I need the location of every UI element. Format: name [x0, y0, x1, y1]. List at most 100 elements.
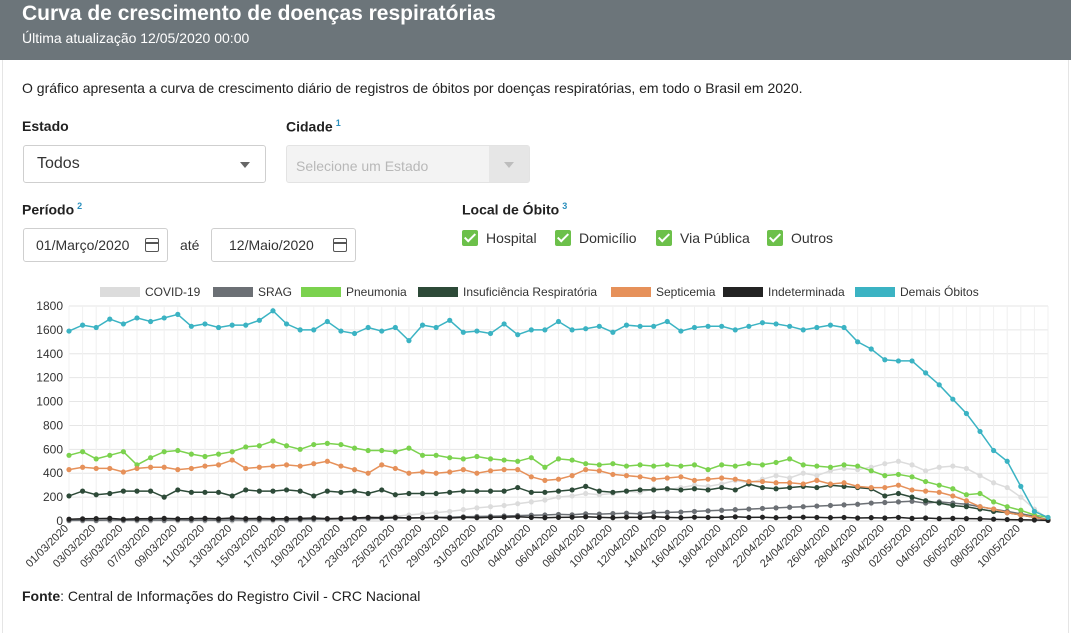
date-from-input[interactable]: 01/Março/2020	[23, 228, 168, 262]
data-point	[773, 486, 779, 492]
data-point	[895, 499, 902, 505]
data-point	[215, 324, 222, 331]
data-point	[732, 507, 738, 513]
cidade-select[interactable]: Selecione um Estado	[286, 145, 530, 183]
data-point	[583, 467, 589, 473]
data-point	[855, 467, 861, 473]
data-point	[134, 516, 140, 522]
data-point	[746, 461, 752, 467]
data-point	[1031, 508, 1038, 515]
data-point	[732, 327, 738, 333]
data-point	[283, 516, 290, 522]
data-point	[800, 327, 806, 333]
data-point	[406, 445, 412, 451]
data-point	[555, 476, 562, 482]
data-point	[175, 447, 181, 454]
date-from-value: 01/Março/2020	[36, 237, 130, 253]
data-point	[515, 484, 521, 491]
data-point	[705, 514, 711, 521]
data-point	[800, 514, 806, 520]
data-point	[623, 463, 630, 469]
data-point	[637, 487, 643, 493]
last-updated: Última atualização 12/05/2020 00:00	[22, 30, 250, 46]
data-point	[175, 467, 181, 473]
data-point	[107, 465, 113, 472]
data-point	[447, 508, 453, 515]
data-point	[243, 516, 249, 522]
data-point	[392, 449, 398, 455]
data-point	[868, 468, 874, 474]
data-point	[814, 473, 820, 479]
data-point	[664, 318, 670, 325]
data-point	[664, 475, 670, 481]
data-point	[882, 499, 888, 506]
checkbox-hospital-label: Hospital	[486, 230, 537, 246]
legend-label: COVID-19	[145, 285, 201, 299]
y-tick-label: 0	[56, 514, 63, 528]
periodo-label: Período 2	[22, 201, 83, 218]
data-point	[515, 467, 521, 473]
data-point	[134, 488, 140, 494]
data-point	[161, 449, 167, 455]
data-point	[909, 498, 915, 504]
data-point	[392, 492, 398, 498]
date-to-input[interactable]: 12/Maio/2020	[211, 228, 356, 262]
data-point	[188, 516, 194, 522]
data-point	[855, 515, 861, 521]
data-point	[487, 456, 494, 462]
data-point	[787, 504, 793, 510]
data-point	[841, 514, 847, 521]
data-point	[651, 476, 657, 482]
data-point	[515, 514, 521, 520]
data-point	[229, 449, 235, 455]
estado-select[interactable]: Todos	[23, 145, 266, 183]
data-point	[447, 469, 453, 475]
checkmark-icon	[462, 230, 478, 246]
data-point	[691, 486, 698, 492]
data-point	[664, 514, 670, 521]
data-point	[610, 461, 616, 467]
data-point	[678, 474, 684, 480]
data-point	[963, 410, 970, 417]
checkmark-icon	[555, 230, 571, 246]
data-point	[814, 477, 820, 483]
data-point	[297, 463, 303, 469]
data-point	[950, 396, 956, 402]
data-point	[351, 467, 358, 473]
data-point	[120, 516, 126, 522]
data-point	[732, 463, 738, 469]
calendar-icon[interactable]	[333, 238, 347, 252]
calendar-icon[interactable]	[145, 238, 159, 252]
data-point	[610, 489, 616, 495]
data-point	[719, 323, 725, 329]
data-point	[610, 471, 616, 478]
data-point	[773, 321, 779, 327]
legend-swatch	[723, 287, 763, 297]
data-point	[950, 515, 956, 521]
data-point	[243, 322, 249, 328]
estado-label: Estado	[22, 118, 69, 134]
data-point	[93, 456, 99, 462]
data-point	[447, 515, 453, 521]
data-point	[460, 514, 466, 521]
data-point	[202, 463, 208, 469]
chevron-down-icon	[504, 162, 514, 168]
data-point	[324, 488, 330, 494]
data-point	[909, 487, 915, 493]
data-point	[691, 514, 698, 520]
data-point	[243, 444, 249, 450]
data-point	[963, 498, 970, 504]
data-point	[759, 484, 766, 491]
data-point	[501, 457, 507, 463]
data-point	[936, 382, 942, 388]
data-point	[991, 516, 997, 522]
data-point	[705, 467, 711, 473]
data-point	[365, 324, 371, 331]
data-point	[678, 515, 684, 521]
data-point	[596, 492, 602, 498]
data-point	[528, 514, 534, 521]
source-text: : Central de Informações do Registro Civ…	[60, 588, 421, 604]
data-point	[392, 465, 398, 472]
data-point	[487, 504, 494, 510]
data-point	[324, 318, 330, 325]
